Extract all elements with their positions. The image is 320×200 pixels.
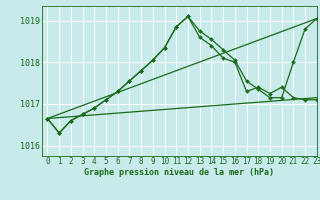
X-axis label: Graphe pression niveau de la mer (hPa): Graphe pression niveau de la mer (hPa) (84, 168, 274, 177)
